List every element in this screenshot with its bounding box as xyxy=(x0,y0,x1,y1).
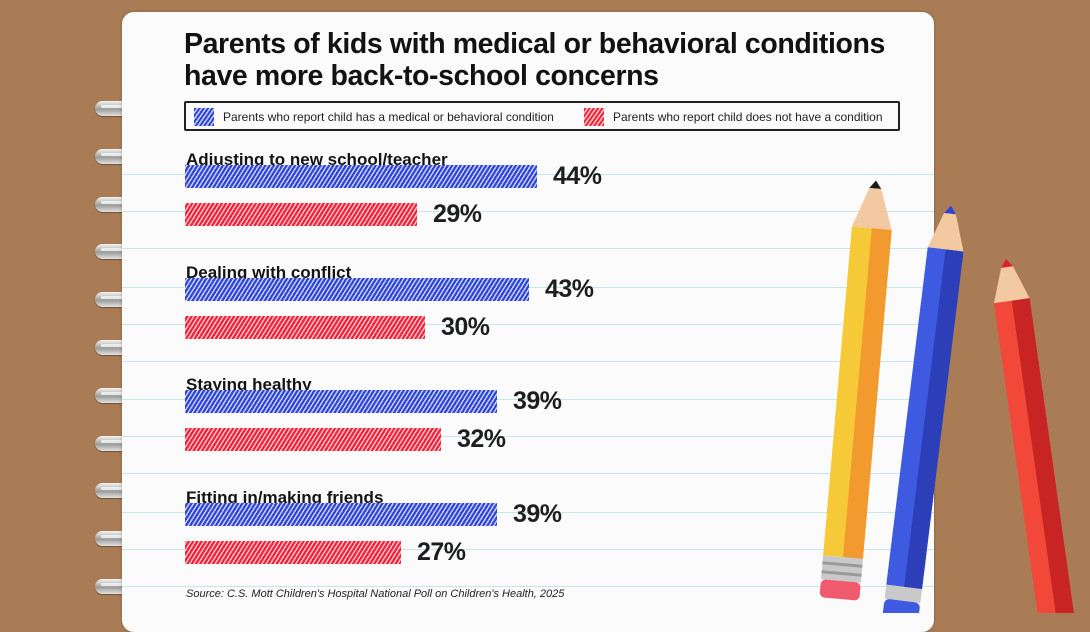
ruled-line xyxy=(122,211,934,212)
legend-item-with-condition: Parents who report child has a medical o… xyxy=(194,108,554,126)
data-label: 39% xyxy=(513,499,562,528)
ruled-line xyxy=(122,511,934,513)
source-note: Source: C.S. Mott Children's Hospital Na… xyxy=(186,588,565,600)
bar-blue xyxy=(185,502,497,526)
category-label: Dealing with conflict xyxy=(186,262,352,282)
ruled-line xyxy=(122,548,934,550)
bar-red xyxy=(185,428,441,451)
ruled-line xyxy=(122,323,934,325)
data-label: 44% xyxy=(553,162,602,190)
chart-title: Parents of kids with medical or behavior… xyxy=(184,28,885,92)
data-label: 30% xyxy=(441,312,490,341)
data-label: 43% xyxy=(545,274,594,303)
ruled-line xyxy=(122,248,934,249)
bar-blue xyxy=(185,277,529,301)
bar-blue xyxy=(185,390,497,413)
bar-blue xyxy=(185,165,537,188)
blue-pencil-icon xyxy=(882,205,964,613)
legend-swatch-red xyxy=(584,108,604,126)
yellow-pencil-icon xyxy=(819,180,892,601)
red-pencil-icon xyxy=(993,259,1077,613)
ruled-line xyxy=(122,360,934,362)
data-label: 32% xyxy=(457,425,506,453)
bar-red xyxy=(185,540,401,564)
ruled-line xyxy=(122,399,934,400)
ruled-line xyxy=(122,436,934,437)
legend-label: Parents who report child has a medical o… xyxy=(223,110,554,124)
category-label: Fitting in/making friends xyxy=(186,487,384,507)
data-label: 29% xyxy=(433,200,482,228)
legend: Parents who report child has a medical o… xyxy=(184,101,900,131)
data-label: 27% xyxy=(417,537,466,566)
data-label: 39% xyxy=(513,387,562,415)
notebook-page: Parents of kids with medical or behavior… xyxy=(122,12,934,632)
bar-red xyxy=(185,203,417,226)
ruled-line xyxy=(122,585,934,587)
category-label: Adjusting to new school/teacher xyxy=(186,150,448,169)
pencils-illustration xyxy=(819,180,1077,613)
ruled-line xyxy=(122,473,934,474)
bar-red xyxy=(185,315,425,339)
category-label: Staying healthy xyxy=(186,375,312,394)
legend-item-without-condition: Parents who report child does not have a… xyxy=(584,108,883,126)
legend-label: Parents who report child does not have a… xyxy=(613,110,883,124)
legend-swatch-blue xyxy=(194,108,214,126)
